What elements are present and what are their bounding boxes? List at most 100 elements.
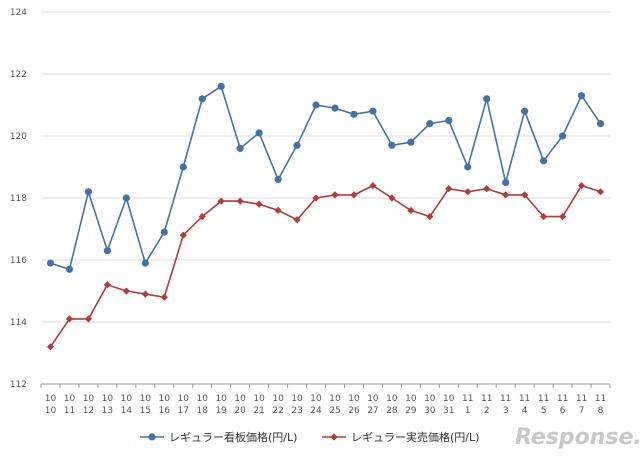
data-point bbox=[540, 157, 548, 165]
y-tick-label: 120 bbox=[10, 132, 27, 142]
x-tick-month: 10 bbox=[291, 394, 303, 404]
x-tick-day: 19 bbox=[215, 406, 227, 416]
data-point bbox=[198, 95, 206, 103]
data-point bbox=[141, 290, 149, 298]
x-tick-day: 2 bbox=[484, 406, 490, 416]
data-point bbox=[407, 138, 415, 146]
x-tick-month: 10 bbox=[45, 394, 57, 404]
data-point bbox=[46, 259, 55, 267]
data-point bbox=[236, 144, 244, 152]
x-tick-day: 12 bbox=[83, 406, 94, 416]
data-point bbox=[464, 163, 472, 171]
data-point bbox=[274, 175, 282, 183]
data-point bbox=[141, 259, 149, 267]
data-point bbox=[122, 194, 130, 202]
series-line-2 bbox=[49, 184, 601, 348]
x-tick-day: 7 bbox=[579, 406, 585, 416]
grid-lines bbox=[41, 11, 610, 385]
data-point bbox=[426, 120, 434, 128]
data-point bbox=[502, 191, 510, 199]
data-point bbox=[350, 110, 358, 118]
x-tick-month: 10 bbox=[102, 394, 114, 404]
data-point bbox=[236, 197, 244, 205]
x-tick-month: 10 bbox=[215, 394, 227, 404]
data-point bbox=[217, 197, 225, 205]
x-tick-month: 10 bbox=[196, 394, 208, 404]
data-point bbox=[502, 178, 510, 187]
data-point bbox=[65, 265, 74, 273]
data-point bbox=[312, 101, 320, 109]
x-tick-month: 11 bbox=[462, 394, 473, 404]
data-point bbox=[274, 206, 282, 214]
y-tick-label: 112 bbox=[10, 380, 27, 390]
x-tick-day: 15 bbox=[140, 406, 151, 416]
data-point bbox=[596, 188, 605, 196]
data-point bbox=[483, 95, 491, 103]
data-point bbox=[577, 92, 586, 100]
data-point bbox=[483, 185, 491, 193]
x-tick-month: 10 bbox=[178, 394, 190, 404]
legend-marker bbox=[148, 433, 156, 441]
x-tick-day: 6 bbox=[560, 406, 566, 416]
x-tick-day: 17 bbox=[178, 406, 189, 416]
data-point bbox=[350, 191, 358, 199]
y-axis: 112 114 116 118 120 122 124 bbox=[10, 8, 27, 390]
x-tick-day: 13 bbox=[102, 406, 113, 416]
x-tick-month: 10 bbox=[329, 394, 341, 404]
x-tick-month: 11 bbox=[481, 394, 492, 404]
series-group bbox=[46, 82, 605, 351]
data-point bbox=[521, 107, 529, 115]
data-point bbox=[84, 315, 93, 323]
x-tick-day: 22 bbox=[272, 406, 283, 416]
data-point bbox=[577, 182, 586, 190]
x-tick-day: 24 bbox=[310, 406, 322, 416]
y-tick-label: 122 bbox=[10, 70, 27, 80]
legend-label: レギュラー実売価格(円/L) bbox=[351, 430, 479, 444]
x-tick-month: 11 bbox=[576, 394, 587, 404]
data-point bbox=[103, 281, 111, 289]
data-point bbox=[331, 191, 339, 199]
x-tick-day: 16 bbox=[159, 406, 171, 416]
x-tick-day: 5 bbox=[541, 406, 547, 416]
x-tick-day: 3 bbox=[503, 406, 509, 416]
data-point bbox=[293, 216, 301, 224]
x-tick-month: 10 bbox=[272, 394, 284, 404]
x-tick-month: 11 bbox=[519, 394, 530, 404]
legend-label: レギュラー看板価格(円/L) bbox=[169, 430, 297, 444]
x-tick-month: 11 bbox=[595, 394, 606, 404]
x-tick-month: 10 bbox=[121, 394, 133, 404]
legend-marker bbox=[330, 433, 338, 441]
x-tick-month: 10 bbox=[234, 394, 246, 404]
x-tick-month: 10 bbox=[83, 394, 95, 404]
x-tick-month: 10 bbox=[159, 394, 171, 404]
data-point bbox=[464, 188, 472, 196]
x-tick-day: 26 bbox=[348, 406, 360, 416]
x-tick-day: 31 bbox=[443, 406, 454, 416]
x-tick-month: 10 bbox=[443, 394, 455, 404]
x-tick-day: 10 bbox=[45, 406, 57, 416]
x-tick-day: 11 bbox=[64, 406, 75, 416]
x-tick-day: 25 bbox=[329, 406, 340, 416]
data-point bbox=[198, 213, 206, 221]
data-point bbox=[179, 163, 187, 171]
data-point bbox=[558, 213, 567, 221]
series-line-1 bbox=[50, 85, 602, 271]
data-point bbox=[217, 82, 225, 90]
x-tick-day: 28 bbox=[386, 406, 398, 416]
x-tick-month: 10 bbox=[310, 394, 322, 404]
x-tick-month: 10 bbox=[253, 394, 265, 404]
x-tick-month: 10 bbox=[140, 394, 152, 404]
x-tick-month: 11 bbox=[557, 394, 568, 404]
data-point bbox=[293, 141, 301, 149]
data-point bbox=[445, 116, 453, 125]
y-tick-label: 114 bbox=[10, 318, 27, 328]
x-tick-day: 4 bbox=[522, 406, 528, 416]
x-tick-month: 10 bbox=[64, 394, 76, 404]
x-tick-month: 10 bbox=[367, 394, 379, 404]
data-point bbox=[103, 247, 111, 255]
x-tick-month: 11 bbox=[500, 394, 511, 404]
data-point bbox=[521, 191, 529, 199]
data-point bbox=[84, 188, 93, 196]
x-tick-day: 23 bbox=[291, 406, 302, 416]
